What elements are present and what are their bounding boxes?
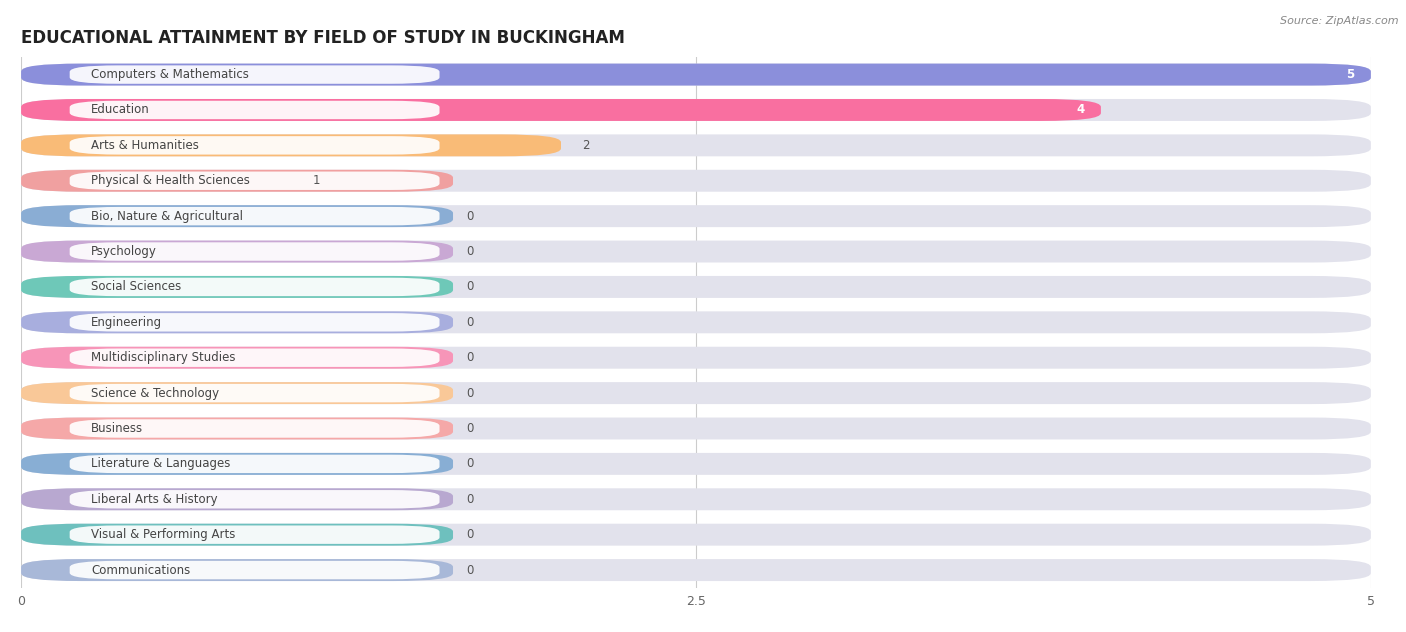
Bar bbox=[21, 269, 1371, 305]
FancyBboxPatch shape bbox=[70, 277, 440, 296]
FancyBboxPatch shape bbox=[21, 170, 1371, 191]
FancyBboxPatch shape bbox=[70, 65, 440, 84]
Bar bbox=[21, 234, 1371, 269]
FancyBboxPatch shape bbox=[21, 205, 453, 227]
Bar bbox=[21, 482, 1371, 517]
FancyBboxPatch shape bbox=[21, 170, 453, 191]
Text: 0: 0 bbox=[467, 245, 474, 258]
FancyBboxPatch shape bbox=[21, 489, 1371, 510]
FancyBboxPatch shape bbox=[21, 99, 1101, 121]
Bar bbox=[21, 552, 1371, 588]
Text: Communications: Communications bbox=[91, 564, 191, 576]
Text: Arts & Humanities: Arts & Humanities bbox=[91, 139, 200, 152]
Text: Literature & Languages: Literature & Languages bbox=[91, 458, 231, 470]
Bar bbox=[21, 198, 1371, 234]
Bar bbox=[21, 517, 1371, 552]
FancyBboxPatch shape bbox=[21, 241, 1371, 262]
Text: Multidisciplinary Studies: Multidisciplinary Studies bbox=[91, 351, 236, 364]
FancyBboxPatch shape bbox=[21, 64, 1371, 85]
FancyBboxPatch shape bbox=[21, 524, 1371, 545]
FancyBboxPatch shape bbox=[70, 242, 440, 261]
Text: 0: 0 bbox=[467, 564, 474, 576]
Text: 1: 1 bbox=[312, 174, 321, 187]
Text: Bio, Nature & Agricultural: Bio, Nature & Agricultural bbox=[91, 210, 243, 222]
Text: Engineering: Engineering bbox=[91, 316, 163, 329]
Text: Physical & Health Sciences: Physical & Health Sciences bbox=[91, 174, 250, 187]
Bar bbox=[21, 57, 1371, 92]
FancyBboxPatch shape bbox=[70, 419, 440, 438]
FancyBboxPatch shape bbox=[21, 347, 453, 368]
FancyBboxPatch shape bbox=[21, 99, 1371, 121]
FancyBboxPatch shape bbox=[70, 454, 440, 473]
Text: 0: 0 bbox=[467, 422, 474, 435]
FancyBboxPatch shape bbox=[21, 559, 453, 581]
Bar bbox=[21, 411, 1371, 446]
FancyBboxPatch shape bbox=[70, 490, 440, 509]
FancyBboxPatch shape bbox=[21, 205, 1371, 227]
FancyBboxPatch shape bbox=[70, 171, 440, 190]
FancyBboxPatch shape bbox=[21, 453, 1371, 475]
Bar bbox=[21, 375, 1371, 411]
FancyBboxPatch shape bbox=[21, 382, 453, 404]
FancyBboxPatch shape bbox=[21, 453, 453, 475]
Text: 0: 0 bbox=[467, 351, 474, 364]
Text: Visual & Performing Arts: Visual & Performing Arts bbox=[91, 528, 236, 541]
Bar bbox=[21, 163, 1371, 198]
Bar bbox=[21, 340, 1371, 375]
Text: Source: ZipAtlas.com: Source: ZipAtlas.com bbox=[1281, 16, 1399, 26]
Text: 4: 4 bbox=[1077, 104, 1084, 116]
FancyBboxPatch shape bbox=[21, 312, 453, 333]
Bar bbox=[21, 446, 1371, 482]
FancyBboxPatch shape bbox=[21, 135, 561, 156]
Bar bbox=[21, 305, 1371, 340]
FancyBboxPatch shape bbox=[70, 136, 440, 155]
Text: Education: Education bbox=[91, 104, 150, 116]
Text: EDUCATIONAL ATTAINMENT BY FIELD OF STUDY IN BUCKINGHAM: EDUCATIONAL ATTAINMENT BY FIELD OF STUDY… bbox=[21, 29, 624, 47]
Text: Social Sciences: Social Sciences bbox=[91, 281, 181, 293]
FancyBboxPatch shape bbox=[21, 135, 1371, 156]
FancyBboxPatch shape bbox=[21, 489, 453, 510]
Bar bbox=[21, 92, 1371, 128]
FancyBboxPatch shape bbox=[70, 348, 440, 367]
FancyBboxPatch shape bbox=[21, 312, 1371, 333]
FancyBboxPatch shape bbox=[70, 100, 440, 119]
FancyBboxPatch shape bbox=[70, 207, 440, 226]
FancyBboxPatch shape bbox=[70, 384, 440, 403]
FancyBboxPatch shape bbox=[21, 418, 1371, 439]
FancyBboxPatch shape bbox=[21, 276, 453, 298]
Text: 2: 2 bbox=[582, 139, 591, 152]
FancyBboxPatch shape bbox=[21, 559, 1371, 581]
Text: Business: Business bbox=[91, 422, 143, 435]
FancyBboxPatch shape bbox=[21, 276, 1371, 298]
FancyBboxPatch shape bbox=[21, 241, 453, 262]
Text: 0: 0 bbox=[467, 458, 474, 470]
Text: 0: 0 bbox=[467, 210, 474, 222]
Text: 0: 0 bbox=[467, 528, 474, 541]
Text: 0: 0 bbox=[467, 493, 474, 506]
Text: 0: 0 bbox=[467, 387, 474, 399]
FancyBboxPatch shape bbox=[21, 418, 453, 439]
FancyBboxPatch shape bbox=[70, 313, 440, 332]
Text: 5: 5 bbox=[1347, 68, 1354, 81]
FancyBboxPatch shape bbox=[70, 561, 440, 580]
Text: Liberal Arts & History: Liberal Arts & History bbox=[91, 493, 218, 506]
Text: 0: 0 bbox=[467, 316, 474, 329]
FancyBboxPatch shape bbox=[21, 347, 1371, 368]
Bar bbox=[21, 128, 1371, 163]
FancyBboxPatch shape bbox=[21, 524, 453, 545]
FancyBboxPatch shape bbox=[70, 525, 440, 544]
FancyBboxPatch shape bbox=[21, 382, 1371, 404]
Text: Science & Technology: Science & Technology bbox=[91, 387, 219, 399]
FancyBboxPatch shape bbox=[21, 64, 1371, 85]
Text: Psychology: Psychology bbox=[91, 245, 157, 258]
Text: 0: 0 bbox=[467, 281, 474, 293]
Text: Computers & Mathematics: Computers & Mathematics bbox=[91, 68, 249, 81]
